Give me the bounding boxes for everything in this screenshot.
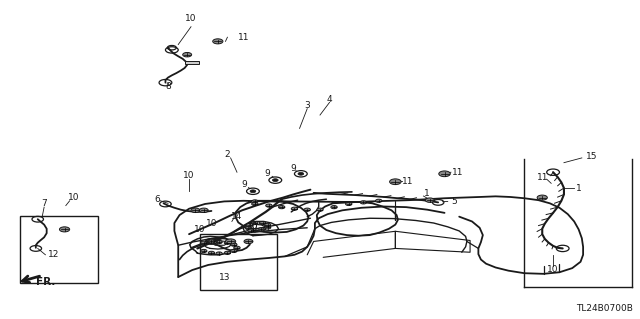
Bar	[20, 216, 98, 283]
Circle shape	[245, 226, 252, 230]
Text: 10: 10	[205, 219, 217, 227]
Circle shape	[294, 171, 307, 177]
Text: 12: 12	[48, 250, 60, 259]
Circle shape	[212, 39, 223, 44]
Circle shape	[248, 229, 254, 232]
Text: 8: 8	[165, 82, 171, 91]
Circle shape	[252, 200, 258, 203]
Text: 10: 10	[547, 264, 559, 274]
Text: 1: 1	[576, 184, 582, 193]
Circle shape	[182, 52, 191, 57]
Text: 11: 11	[536, 174, 548, 182]
Circle shape	[224, 251, 230, 255]
Circle shape	[252, 221, 258, 225]
Circle shape	[278, 205, 285, 209]
Circle shape	[208, 240, 214, 243]
Circle shape	[264, 223, 271, 226]
Text: 10: 10	[185, 14, 196, 23]
Circle shape	[234, 246, 240, 249]
Text: TL24B0700B: TL24B0700B	[576, 304, 633, 313]
Circle shape	[273, 179, 278, 182]
Circle shape	[230, 243, 237, 246]
Text: 9: 9	[265, 169, 271, 178]
Text: 4: 4	[327, 95, 332, 104]
Circle shape	[216, 241, 222, 244]
Circle shape	[269, 177, 282, 183]
Circle shape	[426, 198, 435, 202]
Circle shape	[317, 208, 323, 211]
Circle shape	[230, 249, 237, 253]
Circle shape	[266, 204, 272, 207]
Circle shape	[191, 208, 200, 212]
Circle shape	[225, 239, 236, 244]
Text: 9: 9	[242, 181, 248, 189]
Text: 11: 11	[403, 177, 414, 186]
Circle shape	[250, 190, 256, 193]
Circle shape	[244, 239, 253, 244]
Circle shape	[390, 179, 401, 185]
Text: 2: 2	[225, 150, 230, 159]
Circle shape	[224, 241, 230, 244]
Circle shape	[200, 249, 207, 253]
Circle shape	[208, 251, 214, 255]
Circle shape	[216, 252, 222, 255]
Text: 13: 13	[218, 272, 230, 281]
FancyBboxPatch shape	[185, 61, 199, 64]
Text: 5: 5	[451, 197, 457, 206]
Circle shape	[252, 202, 258, 205]
Text: 1: 1	[424, 189, 430, 198]
Circle shape	[199, 208, 208, 212]
Circle shape	[246, 223, 253, 226]
Text: 10: 10	[194, 225, 205, 234]
Circle shape	[60, 227, 70, 232]
Text: 14: 14	[231, 212, 243, 221]
Text: 7: 7	[41, 199, 47, 208]
Circle shape	[360, 201, 367, 204]
Circle shape	[439, 171, 451, 177]
Circle shape	[537, 195, 547, 200]
Circle shape	[200, 241, 207, 244]
Text: 3: 3	[305, 101, 310, 110]
Circle shape	[258, 228, 264, 231]
Text: 10: 10	[247, 222, 259, 231]
Circle shape	[246, 188, 259, 195]
Bar	[200, 234, 276, 290]
Circle shape	[298, 172, 304, 175]
Text: 15: 15	[586, 152, 597, 161]
Text: FR.: FR.	[36, 277, 55, 287]
Text: 10: 10	[68, 193, 80, 202]
Text: 10: 10	[247, 222, 259, 231]
Circle shape	[291, 207, 298, 210]
Text: 10: 10	[183, 171, 195, 180]
Circle shape	[264, 226, 271, 229]
Text: 11: 11	[452, 168, 463, 177]
Text: 11: 11	[237, 33, 249, 42]
Circle shape	[376, 199, 382, 202]
Circle shape	[304, 208, 310, 211]
Circle shape	[259, 221, 266, 225]
Text: 9: 9	[291, 164, 296, 173]
Circle shape	[250, 228, 256, 232]
Circle shape	[331, 205, 337, 209]
Text: 6: 6	[154, 195, 160, 204]
Circle shape	[346, 202, 352, 205]
